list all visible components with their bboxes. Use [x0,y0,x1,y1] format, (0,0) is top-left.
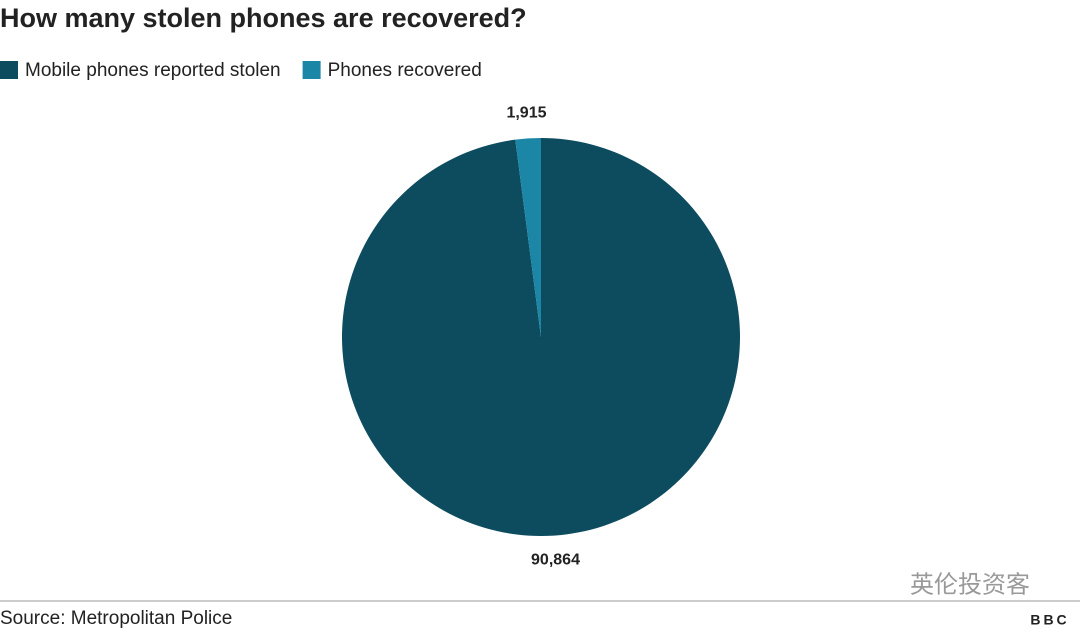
watermark: 英伦投资客 [910,571,1030,598]
logo: BBC [1030,612,1069,628]
data-label: 90,864 [531,552,580,569]
chart-title: How many stolen phones are recovered? [0,3,527,33]
legend-swatch [0,61,18,79]
pie: 90,864 1,915 [342,105,741,569]
legend-label: Phones recovered [328,60,482,81]
legend: Mobile phones reported stolen Phones reco… [0,60,482,81]
data-label: 1,915 [506,105,546,122]
pie-slice [515,138,541,337]
legend-swatch [302,61,321,79]
source: Source: Metropolitan Police [0,608,232,629]
legend-label: Mobile phones reported stolen [25,60,281,81]
